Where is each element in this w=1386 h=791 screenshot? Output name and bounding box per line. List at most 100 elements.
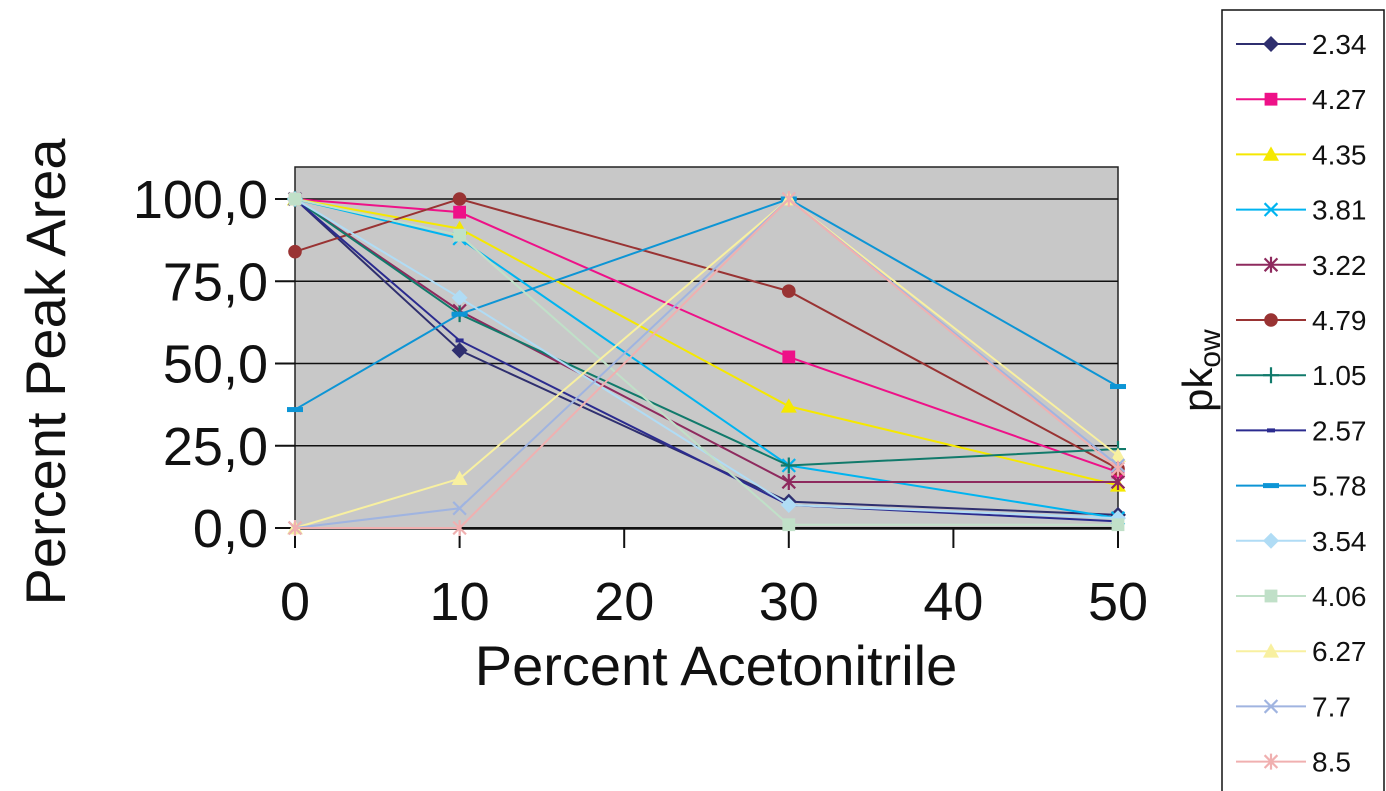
data-point — [451, 289, 468, 306]
x-tick-label: 40 — [923, 572, 983, 632]
series-line — [294, 198, 1119, 474]
series-line — [294, 198, 1119, 487]
data-point — [782, 350, 796, 364]
legend-item: 1.05 — [1236, 360, 1367, 391]
series-line — [294, 197, 1119, 470]
legend-label: 5.78 — [1312, 471, 1367, 502]
legend-label: 2.57 — [1312, 415, 1367, 446]
legend-item: 5.78 — [1236, 471, 1367, 502]
legend-item: 2.57 — [1236, 415, 1367, 446]
data-point — [451, 311, 468, 317]
data-point — [1264, 313, 1278, 327]
legend-item: 2.34 — [1236, 29, 1367, 60]
y-tick-label: 75,0 — [163, 252, 268, 312]
series-line — [294, 197, 1119, 529]
data-point — [780, 457, 797, 474]
y-tick-label: 25,0 — [163, 417, 268, 477]
series-line — [294, 198, 1118, 483]
legend-item: 3.54 — [1236, 526, 1367, 557]
series-line — [295, 197, 1119, 529]
legend-box — [1221, 9, 1385, 791]
y-tick-label: 100,0 — [133, 170, 268, 230]
legend-item: 6.27 — [1236, 636, 1367, 667]
data-point — [1263, 699, 1279, 714]
data-point — [780, 398, 797, 413]
series-4-79 — [288, 192, 1125, 476]
legend-item: 4.35 — [1236, 139, 1367, 170]
legend-label: 8.5 — [1312, 747, 1351, 778]
series-line — [294, 198, 1119, 520]
legend-label: 3.54 — [1312, 526, 1367, 557]
y-tick-label: 50,0 — [163, 335, 268, 395]
legend-label: 4.06 — [1312, 581, 1367, 612]
y-axis-title: Percent Peak Area — [14, 138, 77, 606]
series-line — [294, 198, 1118, 526]
series-8-5 — [287, 191, 1126, 536]
series-line — [294, 198, 1119, 467]
data-point — [1110, 384, 1126, 390]
data-point — [1263, 753, 1279, 770]
data-point — [288, 244, 302, 259]
x-tick-label: 10 — [430, 572, 490, 632]
x-tick-label: 50 — [1088, 572, 1148, 632]
x-tick-label: 30 — [759, 572, 819, 632]
legend-label: 2.34 — [1312, 29, 1367, 60]
data-point — [288, 192, 302, 206]
data-point — [1267, 428, 1275, 433]
data-point — [287, 407, 303, 413]
y-tick-label: 0,0 — [193, 499, 268, 559]
legend-item: 4.79 — [1236, 305, 1367, 336]
legend-item: 4.06 — [1236, 581, 1367, 612]
data-point — [452, 501, 467, 516]
series-4-06 — [288, 192, 1125, 532]
data-point — [1263, 202, 1279, 217]
data-point — [1263, 146, 1279, 161]
data-point — [1263, 367, 1279, 384]
data-point — [1110, 447, 1126, 463]
legend-item: 7.7 — [1236, 691, 1351, 722]
legend-label: 6.27 — [1312, 636, 1367, 667]
data-point — [1263, 643, 1279, 658]
data-point — [782, 284, 796, 298]
data-point — [1110, 460, 1126, 477]
data-point — [287, 520, 303, 536]
data-point — [1263, 36, 1279, 52]
legend-label: 4.27 — [1312, 84, 1367, 115]
data-point — [452, 192, 467, 206]
data-point — [1263, 483, 1279, 489]
data-series — [287, 191, 1126, 536]
legend-label: 3.81 — [1312, 195, 1367, 226]
legend-item: 8.5 — [1236, 747, 1351, 778]
data-point — [781, 473, 796, 490]
series-line — [294, 198, 1119, 520]
legend-label: 4.79 — [1312, 305, 1367, 336]
legend-item: 3.81 — [1236, 195, 1367, 226]
legend-item: 4.27 — [1236, 84, 1367, 115]
data-point — [1264, 92, 1278, 106]
legend-label: 7.7 — [1312, 691, 1351, 722]
data-point — [455, 338, 464, 343]
series-line — [294, 198, 1119, 523]
legend-label: 1.05 — [1312, 360, 1367, 391]
legend-title: pkow — [1174, 329, 1227, 412]
legend-title-sub: ow — [1194, 329, 1227, 368]
data-point — [1111, 518, 1125, 532]
data-point — [782, 518, 796, 532]
legend-label: 4.35 — [1312, 139, 1367, 170]
data-point — [453, 228, 466, 242]
legend-label: 3.22 — [1312, 250, 1367, 281]
data-point — [780, 496, 797, 513]
x-tick-label: 20 — [594, 572, 654, 632]
legend: 2.34 4.27 4.35 3.81 3.22 4.79 1.05 2.57 5.78 3.54… — [1236, 29, 1367, 778]
axes: 0 10 20 30 40 50 0,0 25,0 50,0 75,0 100,0 — [133, 170, 1148, 632]
x-tick-label: 0 — [280, 572, 310, 632]
series-line — [294, 197, 1119, 529]
series-line — [294, 197, 1119, 411]
data-point — [1263, 256, 1279, 273]
legend-title-main: pk — [1174, 367, 1221, 412]
legend-item: 3.22 — [1236, 250, 1367, 281]
data-point — [1264, 589, 1278, 603]
data-point — [451, 470, 468, 486]
data-point — [453, 205, 466, 219]
